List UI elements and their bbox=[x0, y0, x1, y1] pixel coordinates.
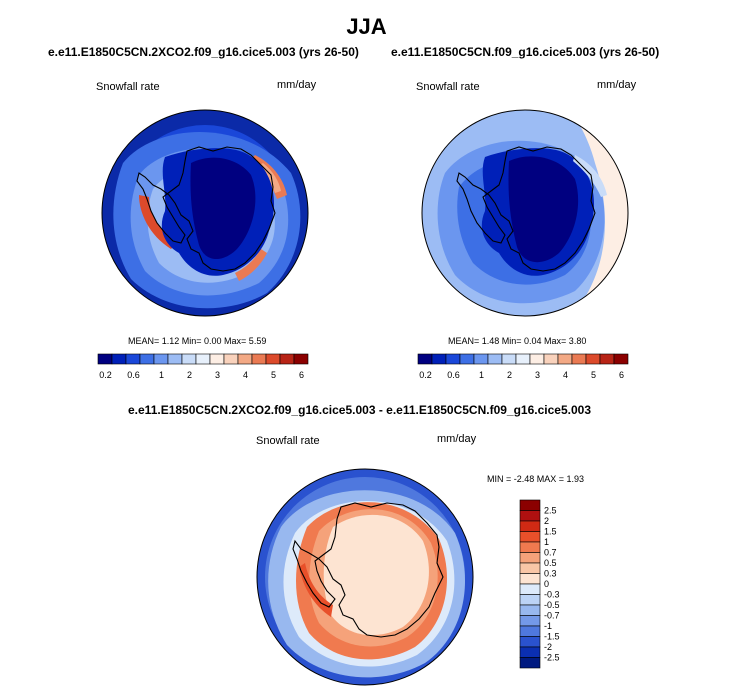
colorbar-tick-label: 6 bbox=[299, 370, 304, 380]
colorbar-swatch bbox=[543, 353, 559, 365]
colorbar-tick-label: 1.5 bbox=[544, 527, 557, 537]
colorbar-swatch bbox=[613, 353, 629, 365]
colorbar-tick-label: 0.6 bbox=[447, 370, 460, 380]
colorbar-tick-label: -1 bbox=[544, 621, 552, 631]
colorbar-swatch bbox=[501, 353, 517, 365]
colorbar-swatch bbox=[519, 520, 541, 532]
panel1-stats: MEAN= 1.12 Min= 0.00 Max= 5.59 bbox=[128, 336, 267, 346]
colorbar-tick-label: 2 bbox=[507, 370, 512, 380]
colorbar-tick-label: 6 bbox=[619, 370, 624, 380]
colorbar-tick-label: -0.5 bbox=[544, 600, 560, 610]
colorbar-tick-label: 1 bbox=[544, 537, 549, 547]
colorbar-swatch bbox=[487, 353, 503, 365]
colorbar-swatch bbox=[473, 353, 489, 365]
colorbar-swatch bbox=[529, 353, 545, 365]
colorbar-swatch bbox=[585, 353, 601, 365]
diff-stats: MIN = -2.48 MAX = 1.93 bbox=[487, 474, 585, 484]
colorbar-swatch bbox=[459, 353, 475, 365]
diff-units: mm/day bbox=[437, 433, 477, 445]
colorbar-swatch bbox=[195, 353, 211, 365]
colorbar-tick-label: 0.7 bbox=[544, 548, 557, 558]
colorbar-swatch bbox=[417, 353, 433, 365]
colorbar-tick-label: 0.2 bbox=[99, 370, 112, 380]
colorbar-difference: 2.521.510.70.50.30-0.3-0.5-0.7-1-1.5-2-2… bbox=[519, 499, 560, 669]
colorbar-swatch bbox=[181, 353, 197, 365]
colorbar-swatch bbox=[515, 353, 531, 365]
figure-title: JJA bbox=[346, 14, 387, 39]
panel2-units: mm/day bbox=[597, 79, 637, 91]
colorbar-swatch bbox=[519, 583, 541, 595]
colorbar-swatch bbox=[251, 353, 267, 365]
colorbar-tick-label: -2.5 bbox=[544, 653, 560, 663]
colorbar-tick-label: 0.6 bbox=[127, 370, 140, 380]
colorbar-swatch bbox=[279, 353, 295, 365]
colorbar-swatch bbox=[111, 353, 127, 365]
panel2-stats: MEAN= 1.48 Min= 0.04 Max= 3.80 bbox=[448, 336, 587, 346]
colorbar-swatch bbox=[571, 353, 587, 365]
colorbar-tick-label: 1 bbox=[479, 370, 484, 380]
map-panel1 bbox=[101, 109, 309, 317]
colorbar-panel2: 0.2 0.6 1 2 3 4 5 6 bbox=[417, 353, 629, 380]
colorbar-tick-label: 2.5 bbox=[544, 506, 557, 516]
colorbar-tick-label: -2 bbox=[544, 642, 552, 652]
panel2-title: e.e11.E1850C5CN.f09_g16.cice5.003 (yrs 2… bbox=[391, 45, 660, 59]
colorbar-swatch bbox=[519, 562, 541, 574]
colorbar-tick-label: 3 bbox=[535, 370, 540, 380]
colorbar-tick-label: 4 bbox=[563, 370, 568, 380]
panel2-variable: Snowfall rate bbox=[416, 81, 480, 93]
diff-variable: Snowfall rate bbox=[256, 435, 320, 447]
colorbar-swatch bbox=[431, 353, 447, 365]
colorbar-swatch bbox=[265, 353, 281, 365]
colorbar-tick-label: 5 bbox=[271, 370, 276, 380]
colorbar-swatch bbox=[519, 510, 541, 522]
colorbar-tick-label: 0.2 bbox=[419, 370, 432, 380]
colorbar-swatch bbox=[237, 353, 253, 365]
colorbar-swatch bbox=[519, 625, 541, 637]
colorbar-swatch bbox=[153, 353, 169, 365]
colorbar-swatch bbox=[209, 353, 225, 365]
colorbar-panel1: 0.2 0.6 1 2 3 4 5 6 bbox=[97, 353, 309, 380]
colorbar-tick-label: 5 bbox=[591, 370, 596, 380]
colorbar-swatch bbox=[519, 531, 541, 543]
colorbar-tick-label: 1 bbox=[159, 370, 164, 380]
map-panel2 bbox=[421, 109, 629, 317]
colorbar-tick-label: 4 bbox=[243, 370, 248, 380]
map-difference bbox=[256, 468, 474, 686]
colorbar-swatch bbox=[519, 573, 541, 585]
colorbar-swatch bbox=[519, 636, 541, 648]
panel1-units: mm/day bbox=[277, 79, 317, 91]
colorbar-swatch bbox=[519, 541, 541, 553]
colorbar-swatch bbox=[519, 646, 541, 658]
colorbar-swatch bbox=[97, 353, 113, 365]
colorbar-tick-label: 2 bbox=[187, 370, 192, 380]
colorbar-tick-label: 2 bbox=[544, 516, 549, 526]
panel1-title: e.e11.E1850C5CN.2XCO2.f09_g16.cice5.003 … bbox=[48, 45, 359, 59]
diff-title: e.e11.E1850C5CN.2XCO2.f09_g16.cice5.003 … bbox=[128, 403, 591, 417]
colorbar-swatch bbox=[293, 353, 309, 365]
colorbar-swatch bbox=[139, 353, 155, 365]
colorbar-swatch bbox=[125, 353, 141, 365]
colorbar-swatch bbox=[167, 353, 183, 365]
colorbar-swatch bbox=[519, 657, 541, 669]
colorbar-swatch bbox=[519, 615, 541, 627]
colorbar-swatch bbox=[519, 594, 541, 606]
colorbar-swatch bbox=[519, 604, 541, 616]
colorbar-swatch bbox=[599, 353, 615, 365]
colorbar-tick-label: -1.5 bbox=[544, 632, 560, 642]
colorbar-swatch bbox=[519, 499, 541, 511]
colorbar-swatch bbox=[223, 353, 239, 365]
colorbar-tick-label: 0.5 bbox=[544, 558, 557, 568]
colorbar-swatch bbox=[445, 353, 461, 365]
panel1-variable: Snowfall rate bbox=[96, 81, 160, 93]
colorbar-tick-label: -0.7 bbox=[544, 611, 560, 621]
colorbar-tick-label: 0.3 bbox=[544, 569, 557, 579]
colorbar-tick-label: 0 bbox=[544, 579, 549, 589]
colorbar-swatch bbox=[557, 353, 573, 365]
colorbar-swatch bbox=[519, 552, 541, 564]
colorbar-tick-label: 3 bbox=[215, 370, 220, 380]
colorbar-tick-label: -0.3 bbox=[544, 590, 560, 600]
